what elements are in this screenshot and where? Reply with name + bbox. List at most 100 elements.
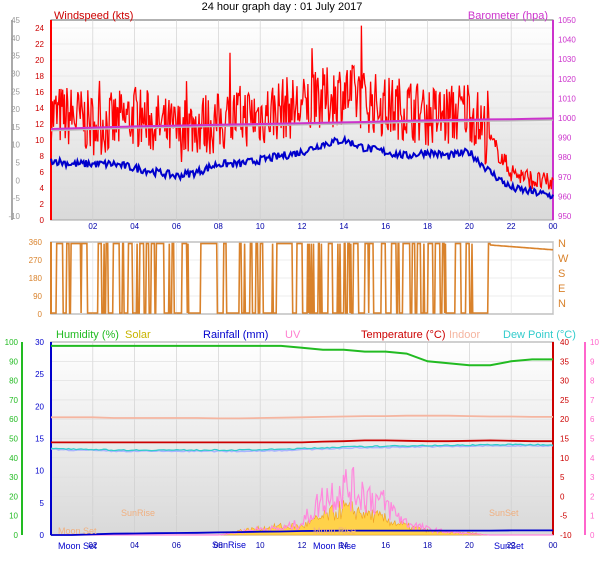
wind-direction-line [51, 242, 554, 314]
event-moonrise-inner: Moon Rise [313, 526, 356, 536]
legend-indoor: Indoor [449, 329, 481, 341]
humidity-tick-label: 100 [5, 338, 19, 347]
wind-outer-tick-label: 15 [11, 123, 20, 132]
wind-left-tick-label: 10 [35, 136, 44, 145]
baro-tick-label: 1000 [558, 114, 576, 123]
temp-tick-label: 35 [560, 357, 569, 366]
event-sunrise-inner: SunRise [121, 508, 155, 518]
dew-point-secondary-line [50, 444, 554, 453]
direction-right-tick-label: N [558, 238, 566, 250]
wind-x-tick-label: 12 [298, 222, 307, 231]
baro-right-title: Barometer (hpa) [468, 10, 548, 22]
climate-x-tick-label: 12 [298, 541, 307, 550]
temp-tick-label: 0 [560, 492, 565, 501]
temp-tick-label: -5 [560, 512, 568, 521]
temp-tick-label: 15 [560, 435, 569, 444]
temp-tick-label: 30 [560, 377, 569, 386]
baro-tick-label: 1050 [558, 16, 576, 25]
humidity-tick-label: 80 [9, 377, 18, 386]
wind-axis-ticks: 242220181614121086420454035302520151050-… [8, 16, 576, 225]
uv-line [51, 466, 553, 536]
climate-x-tick-label: 08 [214, 541, 223, 550]
indoor-temp-line [51, 414, 553, 420]
wind-outer-tick-label: 40 [11, 34, 20, 43]
wind-left-tick-label: 12 [35, 120, 44, 129]
direction-right-tick-label: W [558, 253, 569, 265]
humidity-tick-label: 30 [9, 473, 18, 482]
wind-panel: Windspeed (kts) Barometer (hpa) 24222018… [8, 10, 576, 225]
climate-x-tick-label: 14 [339, 541, 348, 550]
climate-series [50, 344, 554, 536]
uv-tick-label: 1 [590, 512, 595, 521]
uv-tick-label: 8 [590, 377, 595, 386]
wind-outer-tick-label: 35 [11, 52, 20, 61]
dew-point-line [50, 443, 554, 452]
uv-tick-label: 5 [590, 435, 595, 444]
uv-tick-label: 4 [590, 454, 595, 463]
wind-x-tick-label: 04 [130, 222, 139, 231]
uv-tick-label: 7 [590, 396, 595, 405]
wind-x-tick-label: 10 [256, 222, 265, 231]
uv-tick-label: 3 [590, 473, 595, 482]
direction-left-tick-label: 0 [38, 310, 43, 319]
event-moonrise-label: Moon Rise [313, 541, 356, 551]
wind-left-tick-label: 24 [35, 24, 44, 33]
rain-tick-label: 15 [35, 435, 44, 444]
humidity-tick-label: 50 [9, 435, 18, 444]
baro-tick-label: 980 [558, 153, 572, 162]
event-sunset-label: SunSet [494, 541, 524, 551]
legend-rainfall: Rainfall (mm) [203, 329, 268, 341]
rainfall-line [51, 529, 553, 536]
rain-tick-label: 10 [35, 467, 44, 476]
wind-x-tick-label: 02 [88, 222, 97, 231]
temp-tick-label: 25 [560, 396, 569, 405]
uv-tick-label: 9 [590, 357, 595, 366]
legend-temperature: Temperature (°C) [361, 329, 445, 341]
rain-tick-label: 0 [40, 531, 45, 540]
rain-tick-label: 5 [40, 499, 45, 508]
humidity-tick-label: 0 [14, 531, 19, 540]
climate-panel: Humidity (%) Solar Rainfall (mm) UV Temp… [5, 329, 600, 551]
event-moonset-inner: Moon Set [58, 526, 97, 536]
direction-left-tick-label: 270 [29, 256, 43, 265]
humidity-tick-label: 70 [9, 396, 18, 405]
legend-solar: Solar [125, 329, 151, 341]
wind-outer-tick-label: 30 [11, 69, 20, 78]
baro-tick-label: 1030 [558, 55, 576, 64]
direction-right-tick-label: N [558, 298, 566, 310]
wind-x-tick-label: 00 [549, 222, 558, 231]
legend-dew-point: Dew Point (°C) [503, 329, 576, 341]
climate-axis-ticks: 1009080706050403020100302520151050403530… [5, 338, 600, 540]
climate-x-tick-label: 16 [381, 541, 390, 550]
baro-tick-label: 1040 [558, 36, 576, 45]
climate-x-axis: 02 04 06 08 10 12 14 16 18 20 22 00 [88, 541, 558, 550]
wind-average-line [50, 134, 554, 200]
climate-x-tick-label: 22 [507, 541, 516, 550]
wind-left-tick-label: 18 [35, 72, 44, 81]
wind-left-tick-label: 0 [40, 216, 45, 225]
event-sunrise-label: SunRise [212, 540, 246, 550]
wind-gust-line [50, 25, 554, 190]
legend-uv: UV [285, 329, 301, 341]
baro-tick-label: 970 [558, 173, 572, 182]
climate-x-tick-label: 06 [172, 541, 181, 550]
wind-left-tick-label: 16 [35, 88, 44, 97]
barometer-line [50, 117, 554, 130]
wind-outer-tick-label: 45 [11, 16, 20, 25]
wind-outer-tick-label: 10 [11, 141, 20, 150]
temp-tick-label: 40 [560, 338, 569, 347]
event-moonset-label: Moon Set [58, 541, 97, 551]
climate-x-tick-label: 18 [423, 541, 432, 550]
baro-tick-label: 1020 [558, 75, 576, 84]
temp-tick-label: 10 [560, 454, 569, 463]
direction-series [51, 242, 554, 314]
wind-left-tick-label: 4 [40, 184, 45, 193]
climate-x-tick-label: 00 [549, 541, 558, 550]
uv-tick-label: 10 [590, 338, 599, 347]
wind-left-tick-label: 8 [40, 152, 45, 161]
direction-left-tick-label: 360 [29, 238, 43, 247]
chart-title: 24 hour graph day : 01 July 2017 [202, 1, 363, 13]
temp-tick-label: -10 [560, 531, 572, 540]
